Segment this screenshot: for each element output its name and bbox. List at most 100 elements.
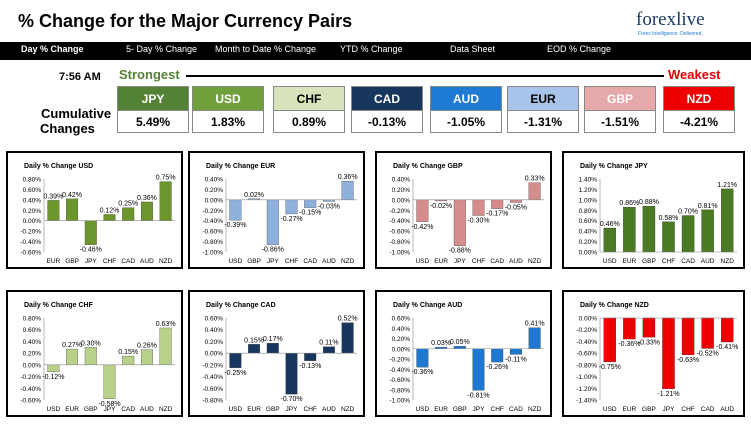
x-tick-label: EUR — [434, 406, 448, 413]
nav-data-sheet[interactable]: Data Sheet — [450, 44, 496, 54]
x-tick-label: CAD — [490, 258, 504, 265]
data-label: 1.21% — [717, 182, 737, 189]
data-label: -0.11% — [505, 356, 527, 363]
bar-eur — [248, 344, 261, 354]
chart-chf-svg: Daily % Change CHF 0.80% 0.60% 0.40% 0.20% 0.… — [20, 302, 176, 413]
y-tick-label: 0.20% — [205, 187, 224, 194]
bar-cad — [122, 207, 135, 221]
bar-chf — [304, 352, 317, 361]
bar-aud — [140, 201, 153, 221]
currency-code: GBP — [584, 86, 656, 111]
chart-title: Daily % Change CHF — [24, 302, 94, 309]
data-label: -0.36% — [411, 369, 433, 376]
y-tick-label: -0.20% — [202, 208, 223, 215]
x-tick-label: USD — [228, 258, 242, 265]
x-tick-label: JPY — [473, 406, 486, 413]
y-tick-label: -0.40% — [576, 339, 597, 346]
x-tick-label: EUR — [247, 406, 261, 413]
x-tick-label: GBP — [642, 258, 656, 265]
x-tick-label: CHF — [103, 258, 116, 265]
x-tick-label: USD — [603, 406, 617, 413]
data-label: 0.11% — [319, 340, 338, 347]
data-label: -0.25% — [224, 370, 246, 377]
data-label: -0.42% — [411, 224, 433, 231]
nav-month-to-date-change[interactable]: Month to Date % Change — [215, 44, 317, 54]
x-tick-label: JPY — [454, 258, 467, 265]
currency-code: USD — [192, 86, 264, 111]
currency-code: CHF — [273, 86, 345, 111]
currency-code: NZD — [663, 86, 735, 111]
data-label: -0.27% — [280, 216, 302, 223]
nav-eod-change[interactable]: EOD % Change — [547, 44, 612, 54]
currency-cumulative-value: -4.21% — [663, 111, 735, 133]
x-tick-label: GBP — [247, 258, 261, 265]
chart-title: Daily % Change JPY — [580, 163, 648, 170]
chart-cad: Daily % Change CAD 0.60% 0.40% 0.20% 0.00% -0… — [188, 290, 365, 417]
chart-title: Daily % Change CAD — [206, 302, 276, 309]
bar-usd — [603, 317, 617, 363]
x-tick-label: NZD — [159, 406, 173, 413]
bar-aud — [509, 199, 522, 203]
y-tick-label: -0.60% — [20, 250, 41, 257]
chart-cad-svg: Daily % Change CAD 0.60% 0.40% 0.20% 0.00% -0… — [202, 302, 357, 413]
bar-eur — [623, 317, 636, 340]
x-tick-label: GBP — [65, 258, 79, 265]
bar-jpy — [662, 317, 675, 390]
data-label: 0.81% — [698, 203, 718, 210]
y-tick-label: -0.20% — [389, 208, 410, 215]
chart-title: Daily % Change USD — [24, 163, 93, 170]
bar-jpy — [472, 348, 485, 391]
bar-cad — [122, 355, 135, 366]
x-tick-label: GBP — [266, 406, 280, 413]
x-tick-label: NZD — [159, 258, 173, 265]
chart-aud-svg: Daily % Change AUD 0.60% 0.40% 0.20% 0.00% -0… — [389, 302, 544, 413]
data-label: 0.75% — [156, 175, 176, 182]
currency-code: JPY — [117, 86, 189, 111]
x-tick-label: JPY — [85, 258, 98, 265]
bar-usd — [603, 227, 617, 253]
x-tick-label: GBP — [453, 406, 467, 413]
y-tick-label: 0.00% — [579, 250, 598, 257]
currency-code: AUD — [430, 86, 502, 111]
y-tick-label: 0.40% — [23, 339, 42, 346]
x-tick-label: EUR — [65, 406, 79, 413]
x-tick-label: CAD — [681, 258, 695, 265]
chart-jpy-svg: Daily % Change JPY1.40%1.20%1.00%0.80%0.… — [579, 163, 738, 265]
x-tick-label: USD — [228, 406, 242, 413]
nav-5day-change[interactable]: 5- Day % Change — [126, 44, 198, 54]
chart-usd: Daily % Change USD 0.80% 0.60% 0.40% 0.20% 0.… — [6, 151, 183, 269]
data-label: 0.12% — [100, 207, 120, 214]
y-tick-label: -0.80% — [576, 362, 597, 369]
bar-usd — [416, 199, 429, 222]
y-tick-label: -0.60% — [389, 377, 410, 384]
data-label: 0.63% — [156, 321, 176, 328]
x-tick-label: NZD — [528, 406, 542, 413]
y-tick-label: -0.80% — [202, 239, 223, 246]
y-tick-label: 0.60% — [579, 218, 598, 225]
y-tick-label: 0.40% — [205, 327, 224, 334]
y-tick-label: 0.40% — [579, 229, 598, 236]
bar-chf — [103, 214, 116, 221]
data-label: 0.15% — [244, 337, 264, 344]
y-tick-label: -0.60% — [20, 398, 41, 405]
y-tick-label: 1.00% — [579, 197, 598, 204]
y-tick-label: 0.20% — [23, 208, 42, 215]
y-tick-label: -0.60% — [202, 229, 223, 236]
y-tick-label: -1.20% — [576, 386, 597, 393]
nav-day-change[interactable]: Day % Change — [21, 44, 84, 54]
y-tick-label: 0.40% — [23, 197, 42, 204]
y-tick-label: 0.60% — [23, 327, 42, 334]
data-label: -0.58% — [98, 401, 120, 408]
currency-code: CAD — [351, 86, 423, 111]
strongest-label: Strongest — [119, 67, 180, 82]
y-tick-label: 0.60% — [23, 187, 42, 194]
x-tick-label: GBP — [642, 406, 656, 413]
data-label: 0.05% — [450, 339, 470, 346]
y-tick-label: 0.00% — [579, 316, 598, 323]
bar-nzd — [528, 327, 541, 349]
data-label: -0.12% — [42, 374, 64, 381]
bar-aud — [720, 317, 734, 343]
data-label: -0.46% — [80, 247, 102, 254]
nav-ytd-change[interactable]: YTD % Change — [340, 44, 403, 54]
logo-text: forexlive — [636, 9, 705, 30]
